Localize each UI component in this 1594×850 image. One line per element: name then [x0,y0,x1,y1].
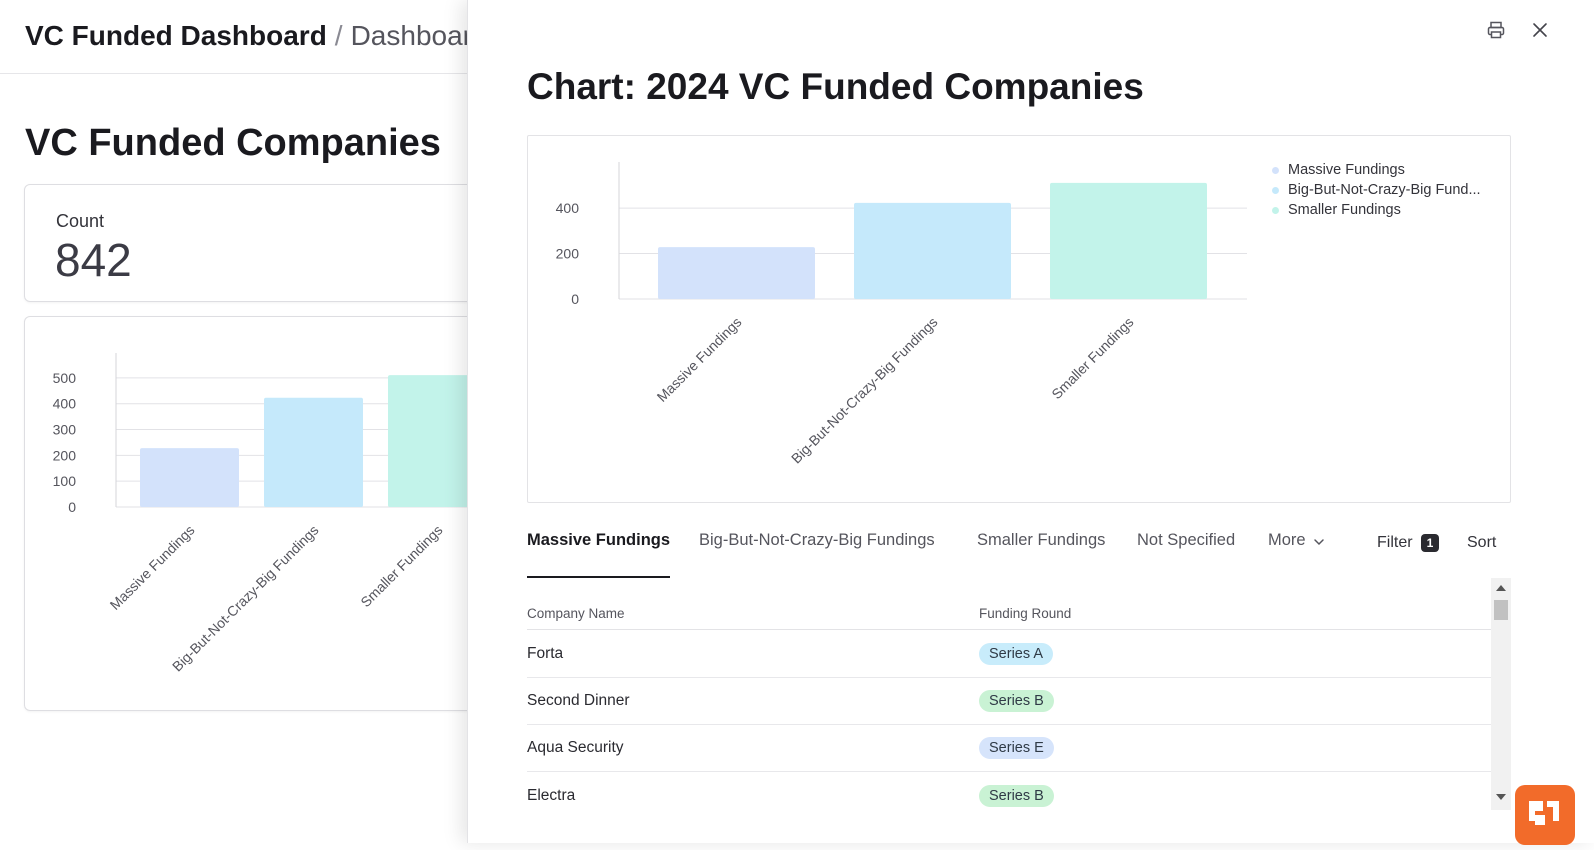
breadcrumb-separator: / [334,20,343,51]
table-row[interactable]: Electra Series B [527,773,1491,810]
bar-massive-fundings [140,448,239,507]
panel-chart-box: 0 200 400 Massive Fundings Big-But-Not-Crazy… [527,135,1511,503]
legend-label: Big-But-Not-Crazy-Big Fund... [1288,182,1481,198]
company-name: Aqua Security [527,739,624,756]
page-title: VC Funded Companies [25,122,441,164]
panel-title: Chart: 2024 VC Funded Companies [527,66,1144,107]
print-button[interactable] [1482,16,1510,44]
count-label: Count [56,211,105,231]
column-header-funding-round[interactable]: Funding Round [979,606,1072,621]
table-row[interactable]: Forta Series A [527,631,1491,678]
table-header: Company Name Funding Round [527,600,1491,630]
breadcrumb-current-page: Dashboard [350,20,488,51]
x-tick-label: Massive Fundings [107,522,198,613]
company-name: Second Dinner [527,692,630,709]
bar-big-but-not-crazy-big-fundings [854,202,1011,299]
y-tick-label: 200 [556,246,580,262]
bar-big-but-not-crazy-big-fundings [264,397,363,507]
dashboard-bar-chart: 0 100 200 300 400 500 Massive FundingsBig-But-… [53,353,583,675]
funding-round-badge: Series B [979,690,1054,712]
top-bar: VC Funded Dashboard / Dashboard [0,0,1594,74]
funding-round-badge: Series A [979,643,1053,665]
help-widget-icon [1529,801,1559,825]
results-table: Company Name Funding Round Forta Series … [527,578,1511,810]
scrollbar-thumb[interactable] [1494,600,1508,620]
company-name: Forta [527,645,564,662]
breadcrumb-app-name[interactable]: VC Funded Dashboard [25,20,327,51]
legend-dot-smaller [1272,206,1279,214]
tab-massive-fundings[interactable]: Massive Fundings [527,522,671,578]
count-value: 842 [55,234,132,286]
legend-item[interactable]: Smaller Fundings [1272,200,1502,220]
printer-icon [1487,21,1505,39]
table-row[interactable]: Aqua Security Series E [527,725,1491,772]
legend-item[interactable]: Big-But-Not-Crazy-Big Fund... [1272,180,1502,200]
sort-button[interactable]: Sort [1467,534,1497,551]
column-header-company-name[interactable]: Company Name [527,606,625,621]
scroll-down-arrow[interactable] [1496,794,1506,800]
funding-round-badge: Series E [979,737,1054,759]
legend-item[interactable]: Massive Fundings [1272,160,1502,180]
tab-smaller-fundings[interactable]: Smaller Fundings [977,531,1106,549]
filter-count-badge: 1 [1420,534,1440,552]
help-widget-button[interactable] [1515,785,1575,845]
close-icon [1533,23,1547,37]
y-tick-label: 0 [68,499,76,515]
breadcrumb: VC Funded Dashboard / Dashboard [25,20,488,52]
chart-detail-panel: Chart: 2024 VC Funded Companies 0 200 400 M… [467,0,1594,843]
chevron-down-icon [1313,539,1324,546]
company-name: Electra [527,787,576,804]
tab-big-but-not-crazy-big-fundings[interactable]: Big-But-Not-Crazy-Big Fundings [699,531,935,549]
tab-more[interactable]: More [1268,522,1326,578]
x-tick-label: Big-But-Not-Crazy-Big Fundings [169,522,322,675]
bar-massive-fundings [658,247,815,299]
y-tick-label: 200 [53,447,77,463]
table-row[interactable]: Second Dinner Series B [527,678,1491,725]
legend-label: Smaller Fundings [1288,202,1401,218]
tab-not-specified[interactable]: Not Specified [1137,531,1236,549]
filter-button[interactable]: Filter 1 [1377,534,1440,552]
chart-legend: Massive Fundings Big-But-Not-Crazy-Big F… [1272,160,1502,220]
table-scrollbar[interactable] [1491,578,1511,810]
tab-more-label: More [1268,531,1306,549]
legend-label: Massive Fundings [1288,162,1405,178]
y-tick-label: 300 [53,422,77,438]
bar-smaller-fundings [1050,182,1207,299]
x-tick-label: Massive Fundings [654,314,745,405]
bar-smaller-fundings [388,375,487,507]
legend-dot-massive [1272,166,1279,174]
scroll-up-arrow[interactable] [1496,585,1506,591]
x-tick-label: Smaller Fundings [1048,314,1136,402]
category-tabs: Massive Fundings Big-But-Not-Crazy-Big F… [527,522,1511,578]
close-button[interactable] [1526,16,1554,44]
y-tick-label: 500 [53,370,77,386]
x-tick-label: Big-But-Not-Crazy-Big Fundings [788,314,941,467]
x-tick-label: Smaller Fundings [357,522,445,610]
y-tick-label: 400 [53,396,77,412]
dashboard-chart-card[interactable]: 0 100 200 300 400 500 Massive Fundings Big-But-… [24,316,584,711]
filter-label: Filter [1377,534,1413,551]
funding-round-badge: Series B [979,785,1054,807]
legend-dot-big [1272,186,1279,194]
panel-bar-chart: 0 200 400 Massive Fundings Big-But-Not-Crazy… [556,162,1247,467]
y-tick-label: 400 [556,200,580,216]
y-tick-label: 0 [571,291,579,307]
y-tick-label: 100 [53,473,77,489]
